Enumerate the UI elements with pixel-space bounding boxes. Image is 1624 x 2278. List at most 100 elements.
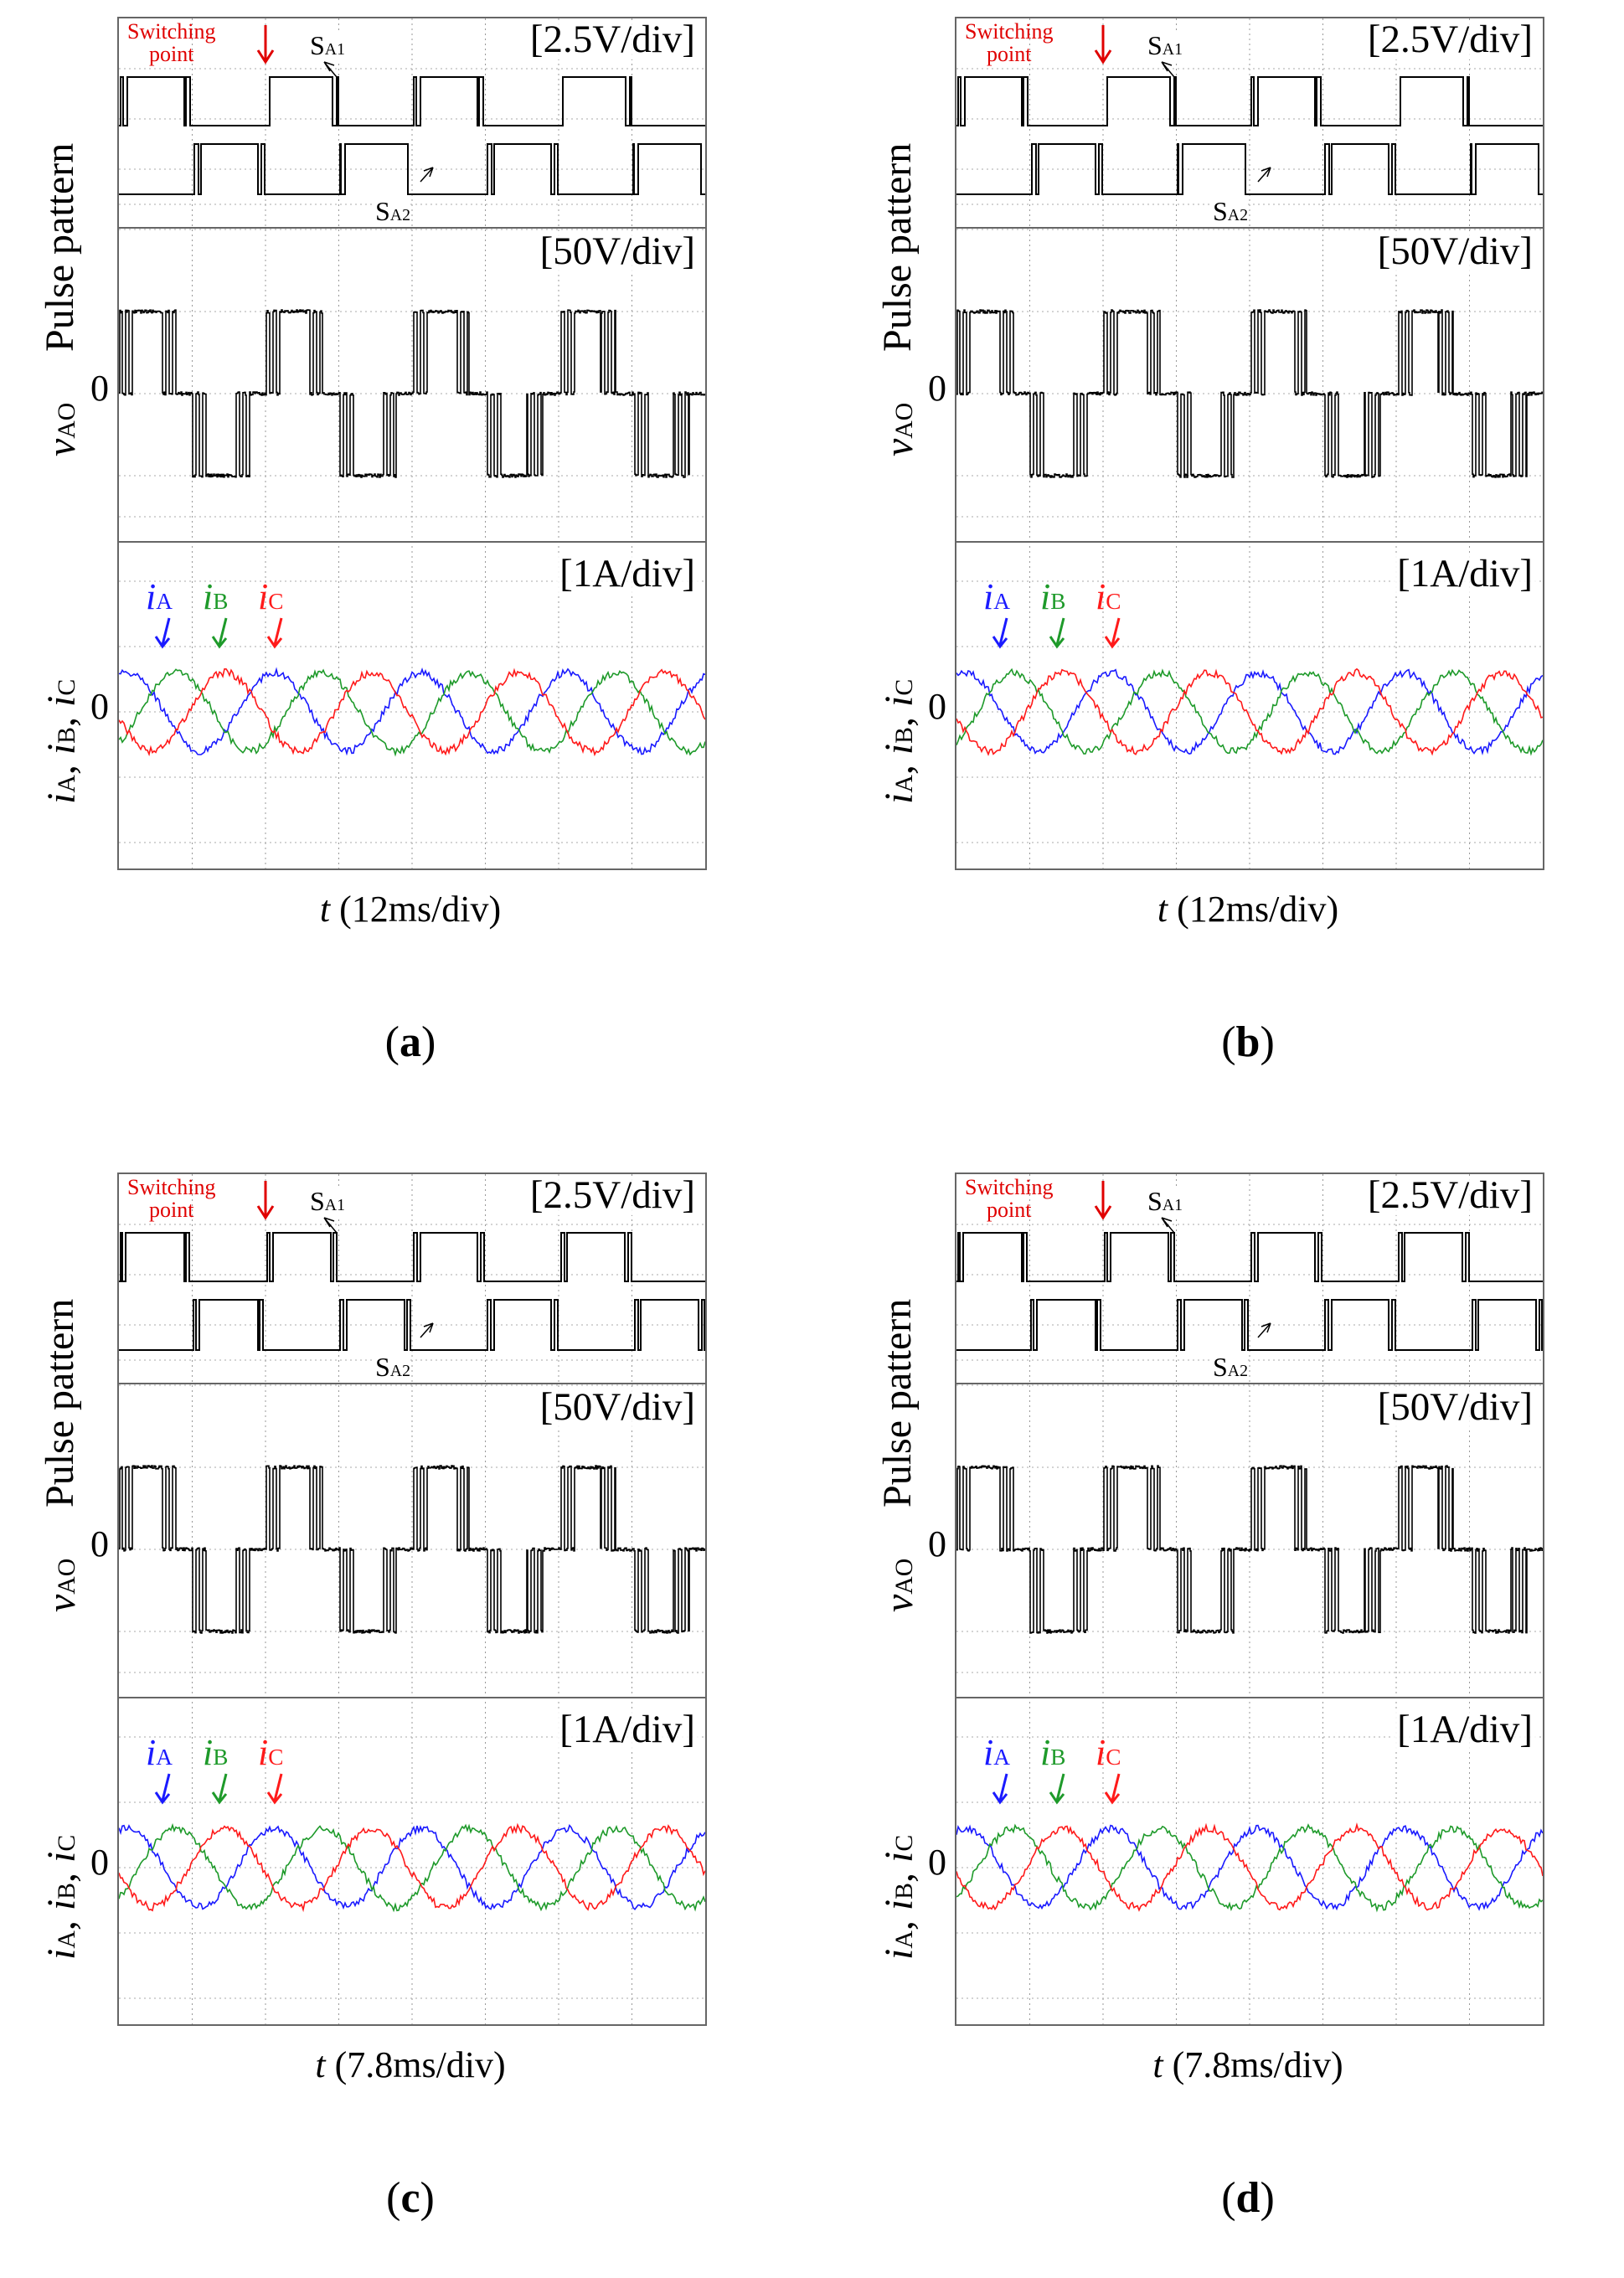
sa1-trace	[956, 1232, 1543, 1282]
waveform-plot	[119, 1174, 705, 2024]
panel-b: Pulse pattern vAO iA, iB, iC 0 0 [2.5V/d…	[838, 0, 1624, 1122]
current-iB-trace	[119, 1822, 705, 1913]
current-iC-trace	[119, 1822, 705, 1913]
sa1-label: SA1	[1147, 30, 1183, 60]
grid	[956, 18, 1543, 868]
vao-ylabel: vAO	[877, 1558, 921, 1612]
switching-point-arrow	[256, 25, 275, 64]
legend-ib: iB	[1040, 576, 1066, 617]
vao-zero-label: 0	[90, 368, 109, 409]
legend-arrow-iB	[1049, 617, 1065, 649]
sa2-trace	[956, 1299, 1543, 1351]
sa1-arrow	[1161, 1217, 1175, 1234]
sa2-label: SA2	[1213, 196, 1249, 226]
legend-arrow-iB	[1049, 1773, 1065, 1805]
caption-letter: d	[1235, 2174, 1261, 2222]
legend-ic: iC	[258, 576, 284, 617]
sa2-label: SA2	[375, 196, 411, 226]
switching-point-label: Switching point	[965, 1175, 1054, 1223]
current-iA-trace	[119, 1824, 705, 1911]
voltage-scale-label: [50V/div]	[536, 1388, 699, 1427]
legend-ia: iA	[983, 576, 1010, 617]
legend-ic: iC	[1096, 576, 1121, 617]
legend-ia: iA	[983, 1732, 1010, 1773]
legend-arrow-iC	[1104, 617, 1121, 649]
legend-ib: iB	[1040, 1732, 1066, 1773]
waveform-plot	[956, 18, 1543, 868]
currents-ylabel: iA, iB, iC	[39, 1834, 84, 1960]
sa2-label: SA2	[1213, 1352, 1249, 1382]
current-zero-label: 0	[90, 686, 109, 727]
legend-arrow-iA	[992, 617, 1008, 649]
voltage-scale-label: [50V/div]	[536, 232, 699, 271]
sa1-label: SA1	[310, 30, 346, 60]
current-iA-trace	[956, 1824, 1543, 1911]
legend-ib: iB	[203, 1732, 229, 1773]
sa2-trace	[119, 1299, 705, 1351]
sa1-trace	[119, 1232, 705, 1282]
current-iA-trace	[119, 667, 705, 756]
panel-c: Pulse pattern vAO iA, iB, iC 0 0 [2.5V/d…	[0, 1156, 804, 2278]
sa2-label: SA2	[375, 1352, 411, 1382]
current-scale-label: [1A/div]	[556, 1710, 699, 1750]
currents-ylabel: iA, iB, iC	[39, 678, 84, 804]
legend-arrow-iA	[154, 617, 171, 649]
caption-letter: b	[1235, 1018, 1261, 1066]
panel-caption: (d)	[1221, 2174, 1275, 2222]
vao-trace	[956, 309, 1543, 478]
legend-ia: iA	[146, 1732, 173, 1773]
legend-ic: iC	[1096, 1732, 1121, 1773]
pulse-scale-label: [2.5V/div]	[526, 1176, 699, 1215]
vao-ylabel: vAO	[39, 1558, 84, 1612]
pulse-scale-label: [2.5V/div]	[1364, 1176, 1536, 1215]
switching-point-label: Switching point	[127, 1175, 216, 1223]
oscilloscope-screen: [2.5V/div] [50V/div] [1A/div] Switching …	[955, 17, 1544, 870]
sa2-arrow	[1257, 167, 1271, 183]
x-axis-t-symbol: t	[319, 889, 331, 930]
x-axis-t-symbol: t	[1157, 889, 1168, 930]
grid	[956, 1174, 1543, 2024]
sa1-label: SA1	[310, 1186, 346, 1216]
sa1-arrow	[1161, 61, 1175, 78]
waveform-plot	[956, 1174, 1543, 2024]
vao-trace	[119, 1465, 705, 1634]
vao-ylabel: vAO	[877, 402, 921, 456]
legend-arrow-iB	[211, 1773, 228, 1805]
switching-point-arrow	[1094, 1181, 1112, 1220]
legend-arrow-iA	[154, 1773, 171, 1805]
legend-arrow-iC	[266, 1773, 283, 1805]
pulse-pattern-ylabel: Pulse pattern	[38, 142, 82, 352]
oscilloscope-screen: [2.5V/div] [50V/div] [1A/div] Switching …	[117, 17, 707, 870]
sa2-arrow	[1257, 1322, 1271, 1338]
waveform-plot	[119, 18, 705, 868]
grid	[119, 18, 705, 868]
sa2-arrow	[420, 1322, 434, 1338]
currents-ylabel: iA, iB, iC	[877, 1834, 921, 1960]
switching-point-label: Switching point	[965, 19, 1054, 67]
x-axis-t-symbol: t	[1152, 2044, 1163, 2085]
legend-arrow-iB	[211, 617, 228, 649]
x-axis-division: (12ms/div)	[1168, 889, 1339, 930]
caption-letter: c	[400, 2174, 420, 2222]
x-axis-division: (7.8ms/div)	[1163, 2044, 1343, 2085]
current-iB-trace	[956, 1823, 1543, 1913]
sa1-arrow	[323, 61, 338, 78]
panel-d: Pulse pattern vAO iA, iB, iC 0 0 [2.5V/d…	[838, 1156, 1624, 2278]
sa1-label: SA1	[1147, 1186, 1183, 1216]
vao-ylabel: vAO	[39, 402, 84, 456]
panel-caption: (c)	[386, 2174, 435, 2222]
pulse-pattern-ylabel: Pulse pattern	[875, 1298, 920, 1508]
sa2-trace	[119, 143, 705, 195]
x-axis-t-symbol: t	[315, 2044, 326, 2085]
pulse-scale-label: [2.5V/div]	[526, 20, 699, 59]
legend-arrow-iA	[992, 1773, 1008, 1805]
current-scale-label: [1A/div]	[1394, 554, 1536, 594]
panel-caption: (b)	[1221, 1018, 1275, 1066]
panel-a: Pulse pattern vAO iA, iB, iC 0 0 [2.5V/d…	[0, 0, 804, 1122]
sa1-trace	[119, 76, 705, 126]
panel-caption: (a)	[384, 1018, 436, 1066]
legend-ic: iC	[258, 1732, 284, 1773]
switching-point-label: Switching point	[127, 19, 216, 67]
switching-point-arrow	[1094, 25, 1112, 64]
current-iA-trace	[956, 668, 1543, 756]
